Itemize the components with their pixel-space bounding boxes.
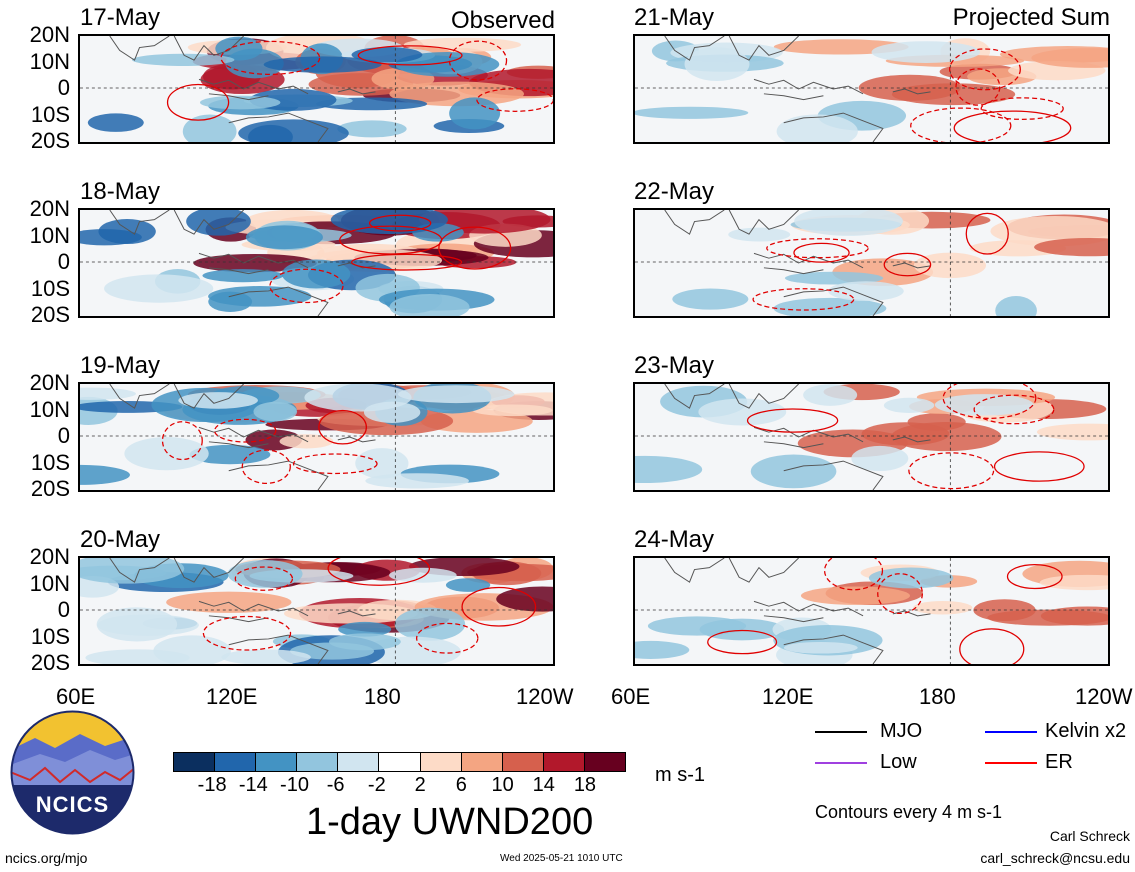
- projected-heading: Projected Sum: [952, 4, 1110, 31]
- colorbar-tick-label: -2: [367, 774, 386, 796]
- map-field: [635, 558, 1108, 664]
- colorbar-tick-label: 10: [491, 774, 514, 796]
- colorbar-box: [379, 753, 421, 771]
- lon-label-120e-left: 120E: [206, 684, 258, 709]
- lat-label: 0: [57, 423, 70, 448]
- lat-label: 10N: [29, 48, 70, 74]
- colorbar-tick-label: 2: [414, 774, 426, 796]
- lat-label: 20S: [30, 302, 70, 327]
- credit-name: Carl Schreck: [1049, 828, 1130, 844]
- lon-label-120e-right: 120E: [762, 684, 814, 709]
- map-panel-proj-1: [633, 208, 1110, 318]
- lat-label: 10N: [29, 396, 70, 422]
- lat-label: 20N: [29, 22, 70, 47]
- legend-mjo-line: [815, 731, 867, 733]
- lat-label: 0: [57, 597, 70, 622]
- lat-label: 10N: [29, 222, 70, 248]
- map-panel-proj-3: [633, 556, 1110, 666]
- lat-label: 0: [57, 249, 70, 274]
- contour-note: Contours every 4 m s-1: [815, 802, 1003, 822]
- map-field: [80, 558, 553, 664]
- lat-label: 10N: [29, 570, 70, 596]
- lat-label: 10S: [30, 275, 70, 301]
- colorbar-box: [461, 753, 503, 771]
- legend-low-label: Low: [880, 751, 917, 773]
- observed-heading: Observed: [450, 7, 555, 34]
- colorbar-unit: m s-1: [655, 764, 705, 786]
- map-field: [635, 384, 1108, 490]
- map-panel-obs-2: [78, 382, 555, 492]
- colorbar-box: [256, 753, 298, 771]
- colorbar-tick-label: 14: [532, 774, 555, 796]
- lon-label-120w-right: 120W: [1075, 686, 1133, 708]
- lat-label: 10S: [30, 449, 70, 475]
- site-url[interactable]: ncics.org/mjo: [5, 850, 88, 866]
- map-field: [635, 36, 1108, 142]
- lat-label: 20N: [29, 370, 70, 395]
- date-label-proj-3: 24-May: [634, 526, 715, 553]
- colorbar-box: [584, 753, 626, 771]
- colorbar-tick-label: -6: [326, 774, 345, 796]
- lat-label: 20S: [30, 476, 70, 501]
- legend-mjo-label: MJO: [880, 720, 923, 742]
- lat-label: 20N: [29, 544, 70, 569]
- colorbar-tick-label: -18: [197, 774, 227, 796]
- map-field: [80, 210, 553, 316]
- legend-kelvin-label: Kelvin x2: [1045, 720, 1127, 742]
- map-panel-obs-3: [78, 556, 555, 666]
- colorbar-box: [297, 753, 339, 771]
- colorbar-box: [215, 753, 257, 771]
- date-label-obs-1: 18-May: [80, 178, 161, 205]
- date-label-obs-3: 20-May: [80, 526, 161, 553]
- legend-er-line: [985, 762, 1037, 764]
- ncics-logo-text: NCICS: [35, 792, 110, 817]
- date-label-obs-2: 19-May: [80, 352, 161, 379]
- colorbar-box: [338, 753, 380, 771]
- lat-label: 20N: [29, 196, 70, 221]
- legend-er-label: ER: [1045, 751, 1073, 773]
- colorbar-box: [502, 753, 544, 771]
- chart-title: 1-day UWND200: [306, 801, 594, 843]
- legend-kelvin-line: [985, 731, 1037, 733]
- date-label-proj-0: 21-May: [634, 4, 715, 31]
- date-label-proj-1: 22-May: [634, 178, 715, 205]
- lat-label: 10S: [30, 623, 70, 649]
- lon-label-120w-left: 120W: [516, 684, 574, 709]
- map-panel-proj-2: [633, 382, 1110, 492]
- timestamp: Wed 2025-05-21 1010 UTC: [500, 853, 623, 864]
- legend-low-line: [815, 762, 867, 764]
- map-panel-proj-0: [633, 34, 1110, 144]
- colorbar: [173, 752, 626, 772]
- lon-label-60e-right: 60E: [611, 684, 651, 709]
- map-field: [80, 384, 553, 490]
- lat-label: 10S: [30, 101, 70, 127]
- date-label-proj-2: 23-May: [634, 352, 715, 379]
- lon-label-180-right: 180: [919, 684, 956, 709]
- date-label-obs-0: 17-May: [80, 4, 161, 31]
- lat-label: 20S: [30, 128, 70, 153]
- map-field: [635, 210, 1108, 316]
- colorbar-box: [543, 753, 585, 771]
- map-field: [80, 36, 553, 142]
- colorbar-tick-label: 6: [455, 774, 467, 796]
- colorbar-tick-label: -14: [238, 774, 268, 796]
- lon-label-60e-left: 60E: [56, 684, 96, 709]
- lat-label: 0: [57, 75, 70, 100]
- colorbar-tick-label: 18: [573, 774, 597, 796]
- lat-label: 20S: [30, 650, 70, 675]
- map-panel-obs-0: [78, 34, 555, 144]
- colorbar-box: [174, 753, 216, 771]
- map-panel-obs-1: [78, 208, 555, 318]
- ncics-logo: NCICS: [10, 710, 135, 835]
- colorbar-tick-label: -10: [280, 774, 309, 796]
- lon-label-180-left: 180: [364, 684, 401, 709]
- colorbar-box: [420, 753, 462, 771]
- credit-email: carl_schreck@ncsu.edu: [980, 850, 1130, 866]
